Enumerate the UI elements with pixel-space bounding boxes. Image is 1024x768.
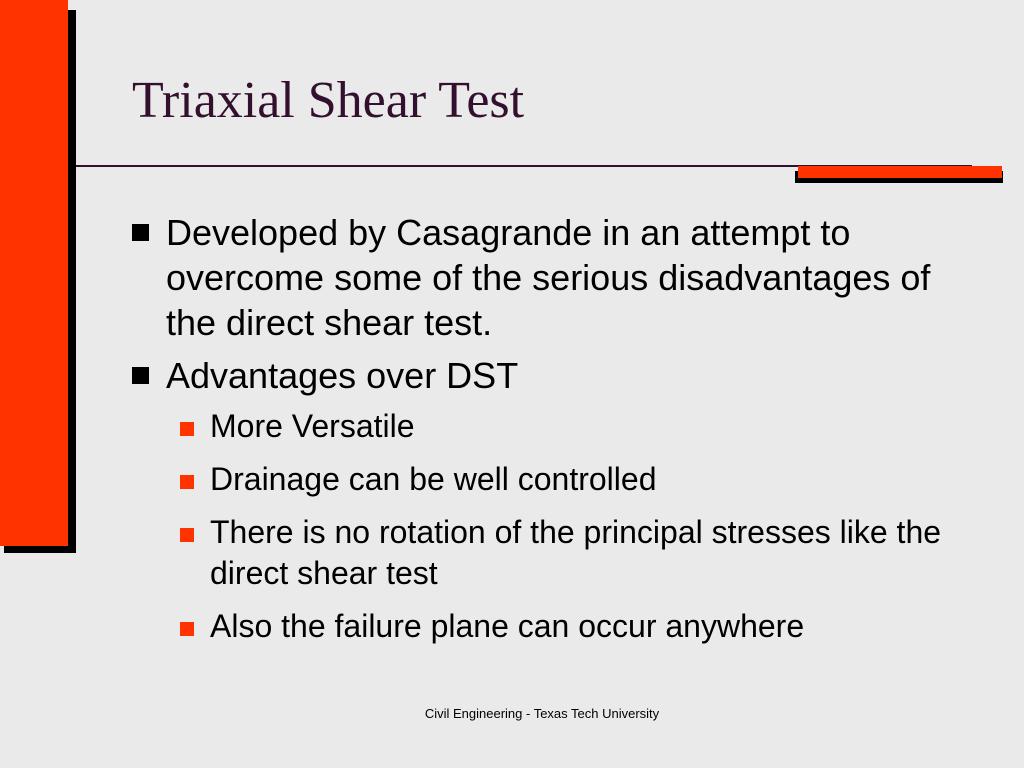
slide-title: Triaxial Shear Test — [132, 72, 525, 129]
bullet-item: Advantages over DST — [130, 353, 990, 398]
bullet-item: Developed by Casagrande in an attempt to… — [130, 210, 990, 345]
slide-footer: Civil Engineering - Texas Tech Universit… — [424, 706, 660, 721]
sub-bullet-text: Drainage can be well controlled — [210, 461, 657, 497]
bullet-text: Developed by Casagrande in an attempt to… — [166, 212, 931, 343]
sub-bullet-text: There is no rotation of the principal st… — [210, 514, 942, 591]
orange-square-icon — [180, 528, 194, 542]
sub-bullet-item: There is no rotation of the principal st… — [180, 512, 990, 594]
sub-bullet-item: More Versatile — [180, 406, 990, 447]
title-divider — [76, 165, 972, 167]
orange-square-icon — [180, 422, 194, 436]
black-square-icon — [132, 224, 149, 241]
orange-square-icon — [180, 475, 194, 489]
sub-bullet-text: Also the failure plane can occur anywher… — [210, 608, 805, 644]
sub-bullet-item: Drainage can be well controlled — [180, 459, 990, 500]
orange-square-icon — [180, 622, 194, 636]
sub-bullet-item: Also the failure plane can occur anywher… — [180, 606, 990, 647]
sub-bullet-list: More Versatile Drainage can be well cont… — [130, 406, 990, 647]
bullet-text: Advantages over DST — [166, 355, 519, 396]
black-square-icon — [132, 367, 149, 384]
accent-bar — [798, 166, 1002, 178]
slide-body: Developed by Casagrande in an attempt to… — [130, 210, 990, 659]
sub-bullet-text: More Versatile — [210, 408, 415, 444]
left-accent-bar — [0, 0, 68, 546]
